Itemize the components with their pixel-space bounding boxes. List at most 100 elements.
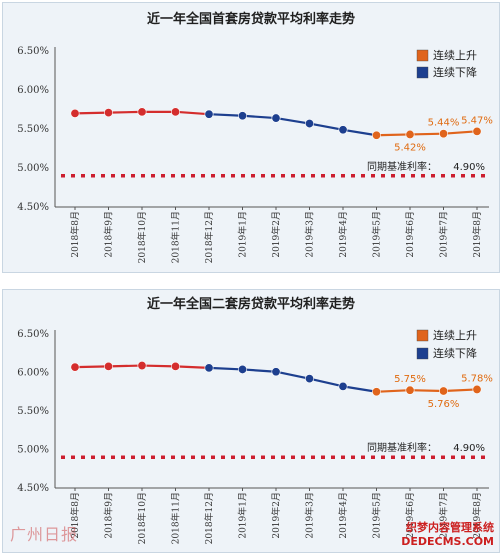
y-tick-label: 6.50% bbox=[17, 46, 49, 57]
data-point bbox=[371, 387, 381, 397]
x-tick-label: 2019年1月 bbox=[237, 211, 249, 258]
x-tick-label: 2019年6月 bbox=[404, 211, 416, 258]
data-point bbox=[204, 363, 214, 373]
series-segment bbox=[74, 365, 109, 369]
data-point bbox=[271, 113, 281, 123]
x-tick-label: 2019年2月 bbox=[270, 492, 282, 539]
series-segment bbox=[74, 111, 109, 115]
series-segment bbox=[275, 116, 310, 125]
chart-svg: 近一年全国首套房贷款平均利率走势 4.50% 5.00% 5.50% 6.00% 6.50… bbox=[17, 11, 493, 263]
data-point bbox=[70, 362, 80, 372]
series-segment bbox=[275, 370, 310, 380]
x-tick-label: 2019年4月 bbox=[337, 211, 349, 258]
chart-title: 近一年全国首套房贷款平均利率走势 bbox=[147, 11, 355, 27]
x-tick-label: 2018年9月 bbox=[103, 492, 115, 539]
baseline-value: 4.90% bbox=[453, 443, 485, 454]
cms-watermark-line2: DEDECMS.COM bbox=[401, 535, 494, 548]
data-point bbox=[137, 107, 147, 117]
legend-swatch bbox=[416, 347, 429, 360]
x-tick-label: 2019年5月 bbox=[371, 211, 383, 258]
data-point bbox=[438, 386, 448, 396]
series-segment bbox=[409, 132, 444, 136]
legend-label: 连续上升 bbox=[433, 48, 477, 62]
x-tick-label: 2018年10月 bbox=[136, 492, 148, 544]
x-tick-label: 2019年1月 bbox=[237, 492, 249, 539]
second-home-loan-chart-panel: 近一年全国二套房贷款平均利率走势 4.50% 5.00% 5.50% 6.00% 6.50… bbox=[2, 289, 500, 553]
data-point bbox=[238, 364, 248, 374]
series-segment bbox=[376, 133, 411, 137]
data-point bbox=[238, 111, 248, 121]
data-point bbox=[405, 385, 415, 395]
series-segment bbox=[141, 364, 176, 368]
chart-svg: 近一年全国二套房贷款平均利率走势 4.50% 5.00% 5.50% 6.00% 6.50… bbox=[17, 296, 493, 544]
data-point bbox=[438, 129, 448, 139]
series-segment bbox=[342, 385, 377, 393]
data-point bbox=[472, 126, 482, 136]
series-segment bbox=[108, 110, 143, 114]
y-tick-label: 6.50% bbox=[17, 329, 49, 340]
data-label: 5.47% bbox=[461, 115, 493, 126]
data-point bbox=[171, 361, 181, 371]
data-point bbox=[338, 125, 348, 135]
baseline-label: 同期基准利率： bbox=[367, 441, 437, 454]
x-tick-label: 2018年8月 bbox=[69, 492, 81, 539]
y-tick-label: 6.00% bbox=[17, 368, 49, 379]
legend-label: 连续下降 bbox=[433, 346, 477, 360]
series-segment bbox=[108, 364, 143, 368]
legend-swatch bbox=[416, 49, 429, 62]
data-point bbox=[104, 108, 114, 118]
x-tick-label: 2019年6月 bbox=[404, 492, 416, 539]
x-tick-label: 2019年8月 bbox=[471, 211, 483, 258]
series-segment bbox=[443, 388, 478, 393]
chart-title: 近一年全国二套房贷款平均利率走势 bbox=[147, 296, 355, 312]
series-segment bbox=[443, 130, 478, 135]
data-point bbox=[104, 361, 114, 371]
legend-swatch bbox=[416, 66, 429, 79]
data-label: 5.42% bbox=[394, 142, 426, 153]
newspaper-watermark: 广州日报 bbox=[10, 525, 79, 544]
cms-watermark-line1: 织梦内容管理系统 bbox=[406, 521, 494, 534]
data-label: 5.76% bbox=[428, 399, 460, 410]
series-segment bbox=[175, 365, 210, 369]
x-tick-label: 2018年9月 bbox=[103, 211, 115, 258]
x-tick-label: 2018年12月 bbox=[203, 211, 215, 263]
data-point bbox=[304, 119, 314, 129]
baseline-value: 4.90% bbox=[453, 162, 485, 173]
y-tick-label: 5.00% bbox=[17, 445, 49, 456]
y-tick-label: 5.50% bbox=[17, 406, 49, 417]
x-tick-label: 2019年5月 bbox=[371, 492, 383, 539]
data-label: 5.75% bbox=[394, 374, 426, 385]
data-point bbox=[70, 108, 80, 118]
legend-swatch bbox=[416, 329, 429, 342]
x-tick-label: 2018年11月 bbox=[170, 211, 182, 263]
x-tick-label: 2018年11月 bbox=[170, 492, 182, 544]
data-point bbox=[171, 107, 181, 117]
y-tick-label: 4.50% bbox=[17, 202, 49, 213]
data-point bbox=[371, 130, 381, 140]
series-segment bbox=[409, 389, 444, 393]
data-point bbox=[472, 384, 482, 394]
cms-watermark: 织梦内容管理系统 DEDECMS.COM bbox=[401, 521, 494, 549]
data-point bbox=[405, 129, 415, 139]
y-tick-label: 4.50% bbox=[17, 483, 49, 494]
y-tick-label: 6.00% bbox=[17, 85, 49, 96]
data-point bbox=[204, 109, 214, 119]
data-point bbox=[304, 374, 314, 384]
x-tick-label: 2019年3月 bbox=[304, 211, 316, 258]
x-tick-label: 2018年10月 bbox=[136, 211, 148, 263]
x-tick-label: 2018年12月 bbox=[203, 492, 215, 544]
data-label: 5.78% bbox=[461, 373, 493, 384]
baseline-label: 同期基准利率： bbox=[367, 160, 437, 173]
legend-label: 连续下降 bbox=[433, 65, 477, 79]
data-point bbox=[338, 381, 348, 391]
series-segment bbox=[208, 366, 243, 371]
data-point bbox=[137, 361, 147, 371]
x-tick-label: 2019年2月 bbox=[270, 211, 282, 258]
series-segment bbox=[242, 114, 277, 120]
series-segment bbox=[208, 113, 243, 117]
y-tick-label: 5.00% bbox=[17, 163, 49, 174]
series-segment bbox=[376, 389, 411, 393]
first-home-loan-chart-panel: 近一年全国首套房贷款平均利率走势 4.50% 5.00% 5.50% 6.00% 6.50… bbox=[2, 2, 500, 273]
x-tick-label: 2019年3月 bbox=[304, 492, 316, 539]
series-segment bbox=[242, 368, 277, 373]
